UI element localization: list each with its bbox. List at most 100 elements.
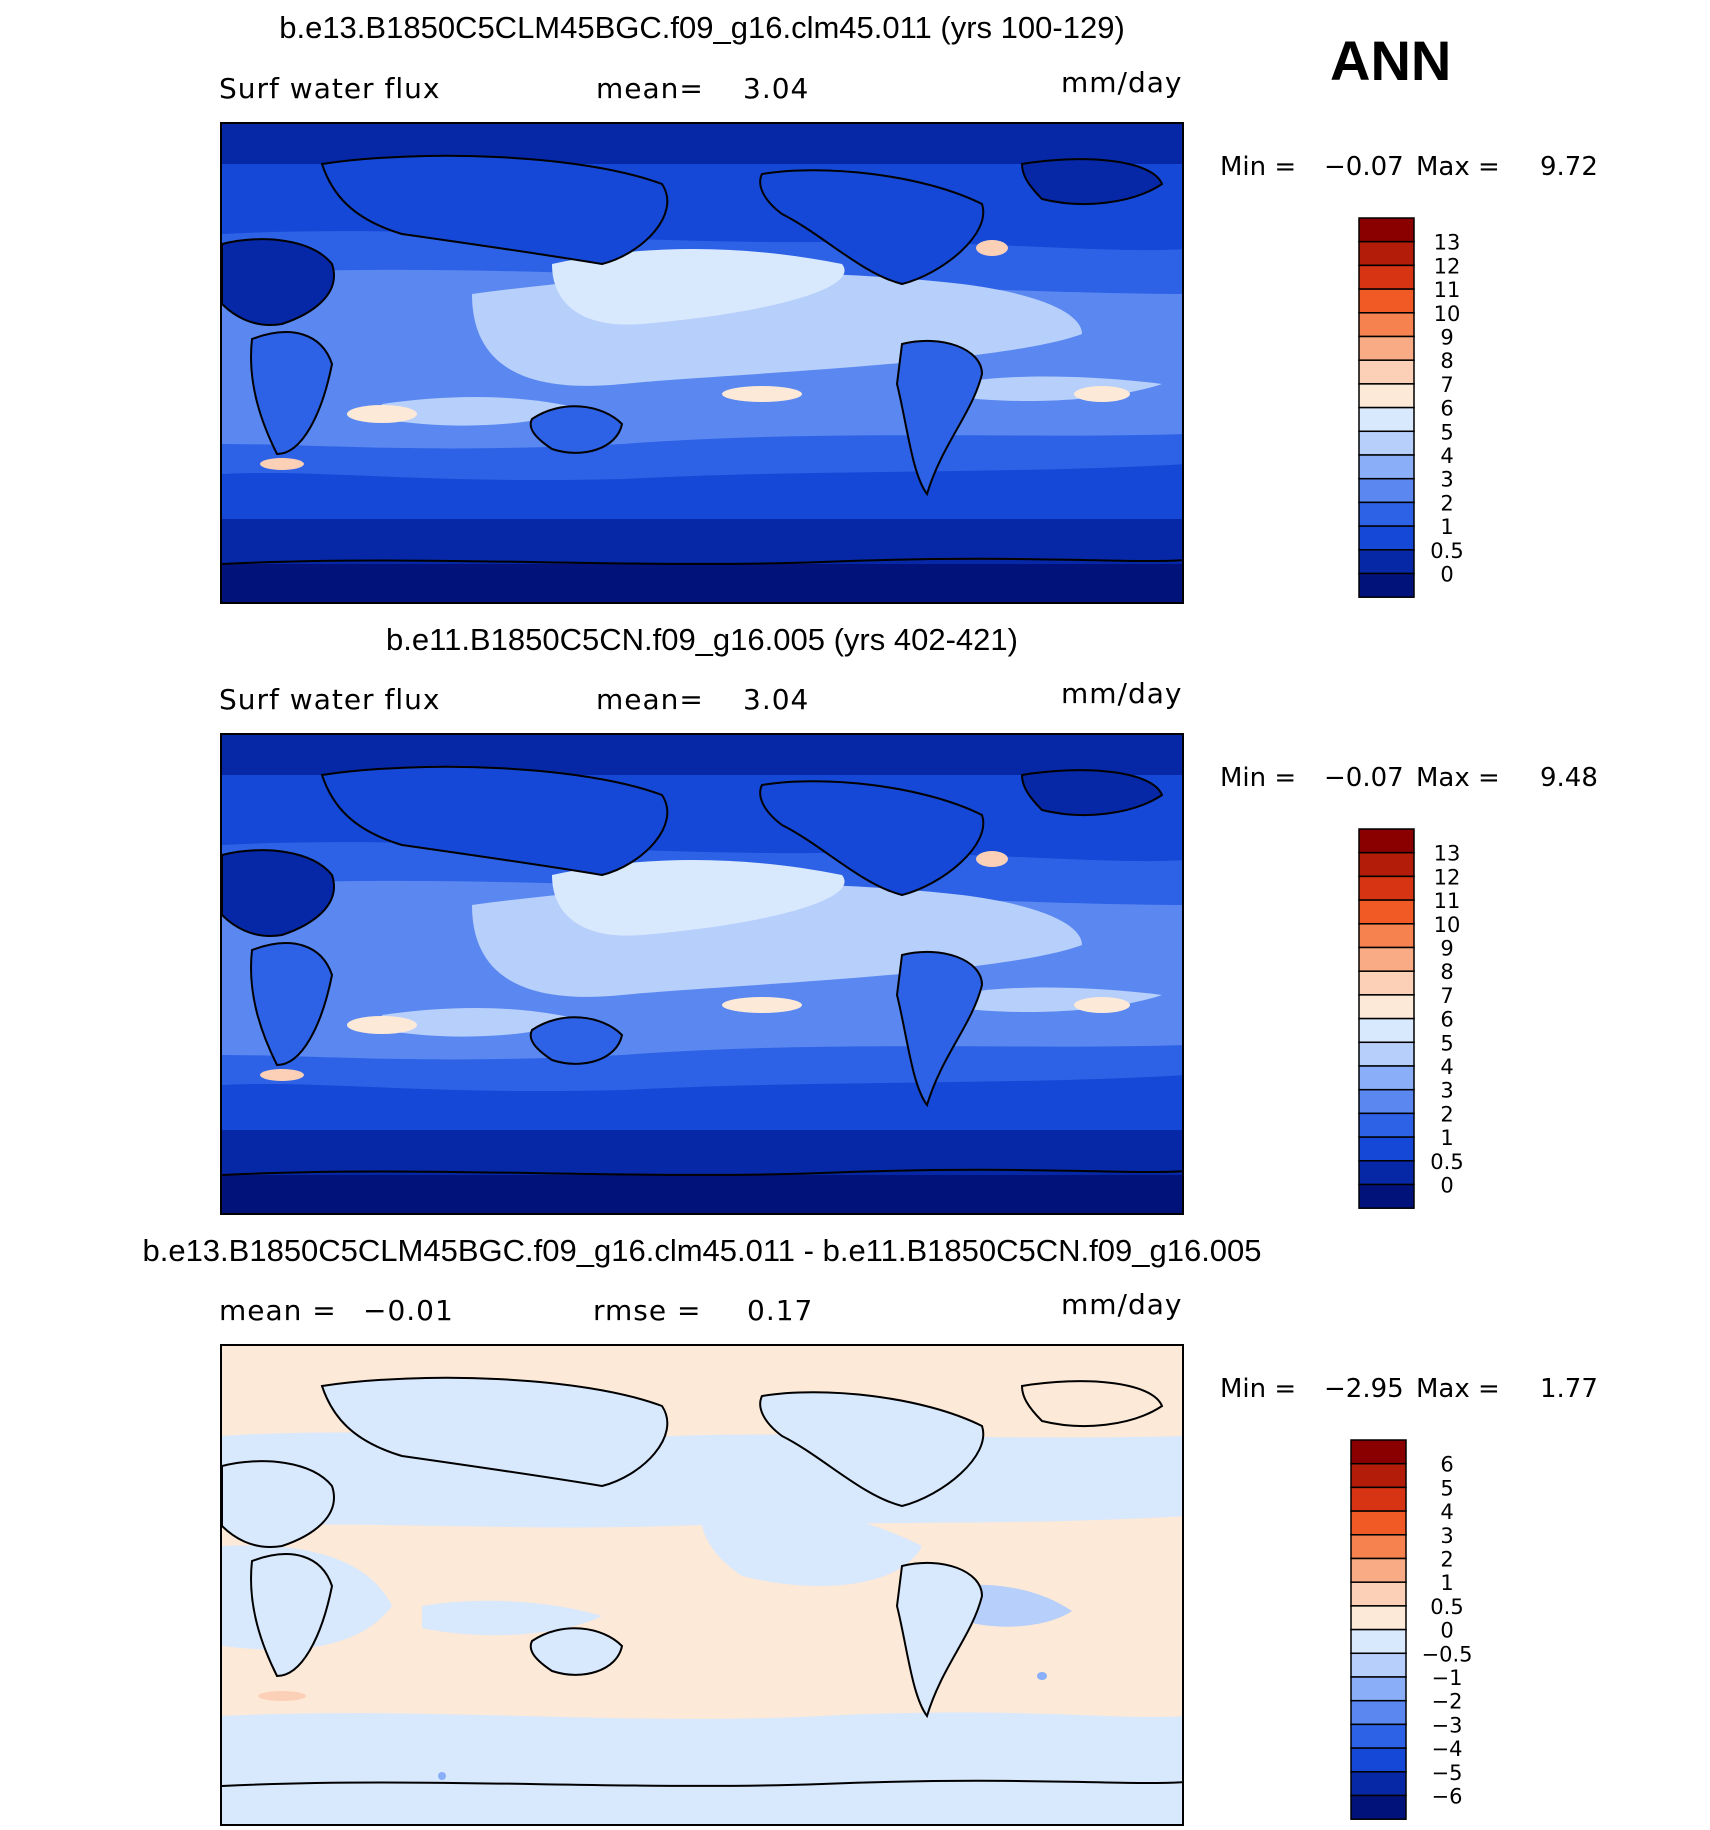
panel-2-colorbar-box [1358,994,1415,1020]
panel-2-colorbar-box [1358,1017,1415,1044]
panel-2-colorbar-label: 4 [1440,1055,1453,1079]
panel-1-mean-value: 3.04 [743,72,810,105]
panel-2-colorbar-label: 8 [1440,960,1453,984]
panel-1-colorbar-box [1358,240,1415,267]
panel-2-colorbar: 13 12 11 10 9 8 7 6 5 4 3 2 1 0.5 0 [1357,825,1497,1214]
panel-1-min-label: Min = [1220,152,1297,182]
panel-3-colorbar-box [1350,1771,1407,1797]
panel-3-colorbar-label: 0 [1440,1619,1453,1643]
panel-2-colorbar-box [1358,1041,1415,1067]
panel-2-field [222,735,1182,1213]
panel-2-max-value: 9.48 [1540,763,1598,793]
panel-1-colorbar-box [1358,335,1415,361]
panel-1-colorbar-label: 13 [1434,231,1461,255]
panel-2-colorbar-box [1358,1088,1415,1115]
panel-2-colorbar-box [1358,1183,1415,1209]
panel-2-colorbar-box [1358,1065,1415,1091]
panel-3-colorbar-box [1350,1676,1407,1702]
season-label: ANN [1330,29,1452,92]
panel-2-colorbar-box [1358,946,1415,972]
panel-1-colorbar-box [1358,501,1415,527]
panel-3-colorbar-box [1350,1510,1407,1536]
panel-1-colorbar-box [1358,406,1415,433]
panel-2-mean-label: mean= [596,683,704,716]
panel-3-max-label: Max = [1416,1374,1500,1404]
panel-1-colorbar-label: 10 [1434,302,1461,326]
panel-3-colorbar-label: 3 [1440,1524,1453,1548]
panel-2-colorbar-label: 0.5 [1430,1150,1463,1174]
panel-2-colorbar-label: 10 [1434,913,1461,937]
panel-1-units: mm/day [1061,66,1183,99]
panel-3-max-value: 1.77 [1540,1374,1598,1404]
panel-2-title: b.e11.B1850C5CN.f09_g16.005 (yrs 402-421… [386,622,1018,657]
panel-3-field [222,1346,1182,1824]
panel-2-colorbar-box [1358,1112,1415,1138]
panel-1-mean-label: mean= [596,72,704,105]
panel-2-colorbar-box [1358,1160,1415,1186]
panel-3-title: b.e13.B1850C5CLM45BGC.f09_g16.clm45.011 … [142,1233,1262,1268]
panel-3-colorbar-box [1350,1747,1407,1773]
panel-1-colorbar-label: 4 [1440,444,1453,468]
panel-3-colorbar-box [1350,1605,1407,1631]
panel-2-colorbar-box [1358,899,1415,925]
panel-2-colorbar-label: 11 [1434,889,1461,913]
panel-2-colorbar-label: 7 [1440,984,1453,1008]
panel-3-colorbar-box [1350,1486,1407,1512]
panel-2-mean-value: 3.04 [743,683,810,716]
panel-1-colorbar-label: 7 [1440,373,1453,397]
panel-1-colorbar-label: 1 [1440,515,1453,539]
panel-1-map [220,122,1184,604]
panel-1-colorbar-box [1358,549,1415,575]
panel-3-rmse-value: 0.17 [747,1294,814,1327]
panel-2-colorbar-label: 1 [1440,1126,1453,1150]
panel-1-colorbar-label: 9 [1440,326,1453,350]
panel-1-colorbar-box [1358,572,1415,598]
panel-2-colorbar-box [1358,875,1415,901]
panel-1-min-value: −0.07 [1324,152,1404,182]
panel-2-min-label: Min = [1220,763,1297,793]
panel-3-min-value: −2.95 [1324,1374,1404,1404]
panel-1-field [222,124,1182,602]
panel-3-mean-value: −0.01 [363,1294,454,1327]
panel-2-colorbar-label: 12 [1434,865,1461,889]
panel-1-colorbar-label: 12 [1434,254,1461,278]
panel-2-colorbar-label: 9 [1440,937,1453,961]
panel-2-colorbar-label: 13 [1434,842,1461,866]
panel-1-colorbar-label: 2 [1440,491,1453,515]
panel-1-colorbar-label: 8 [1440,349,1453,373]
panel-3-colorbar-box [1350,1628,1407,1655]
panel-3-units: mm/day [1061,1288,1183,1321]
panel-1-colorbar-label: 0 [1440,563,1453,587]
panel-1-colorbar-box [1358,217,1415,243]
panel-3-map [220,1344,1184,1826]
panel-3-colorbar-box [1350,1581,1407,1607]
panel-2-colorbar-box [1358,970,1415,996]
panel-1-colorbar-box [1358,359,1415,385]
panel-1-colorbar-box [1358,264,1415,290]
panel-1-colorbar-box [1358,454,1415,480]
panel-2-colorbar-box [1358,1136,1415,1162]
panel-3-colorbar-box [1350,1557,1407,1583]
panel-3-colorbar-box [1350,1723,1407,1749]
panel-3-colorbar: 6 5 4 3 2 1 0.5 0 −0.5 −1 −2 −3 −4 −5 −6 [1349,1436,1499,1825]
panel-3-colorbar-box [1350,1699,1407,1726]
panel-2-colorbar-label: 3 [1440,1079,1453,1103]
panel-1-colorbar-box [1358,477,1415,504]
panel-1-colorbar-box [1358,383,1415,409]
panel-2-colorbar-label: 6 [1440,1008,1453,1032]
panel-2-variable: Surf water flux [219,683,441,716]
panel-2-colorbar-label: 2 [1440,1102,1453,1126]
panel-3-rmse-label: rmse = [593,1294,702,1327]
panel-3-colorbar-label: 5 [1440,1476,1453,1500]
panel-2-colorbar-box [1358,923,1415,949]
panel-2-min-value: −0.07 [1324,763,1404,793]
panel-1-variable: Surf water flux [219,72,441,105]
panel-1-colorbar-label: 11 [1434,278,1461,302]
panel-2-colorbar-box [1358,828,1415,854]
panel-3-colorbar-label: 1 [1440,1571,1453,1595]
panel-3-colorbar-box [1350,1439,1407,1465]
panel-3-colorbar-box [1350,1462,1407,1489]
panel-3-colorbar-label: −1 [1432,1666,1463,1690]
